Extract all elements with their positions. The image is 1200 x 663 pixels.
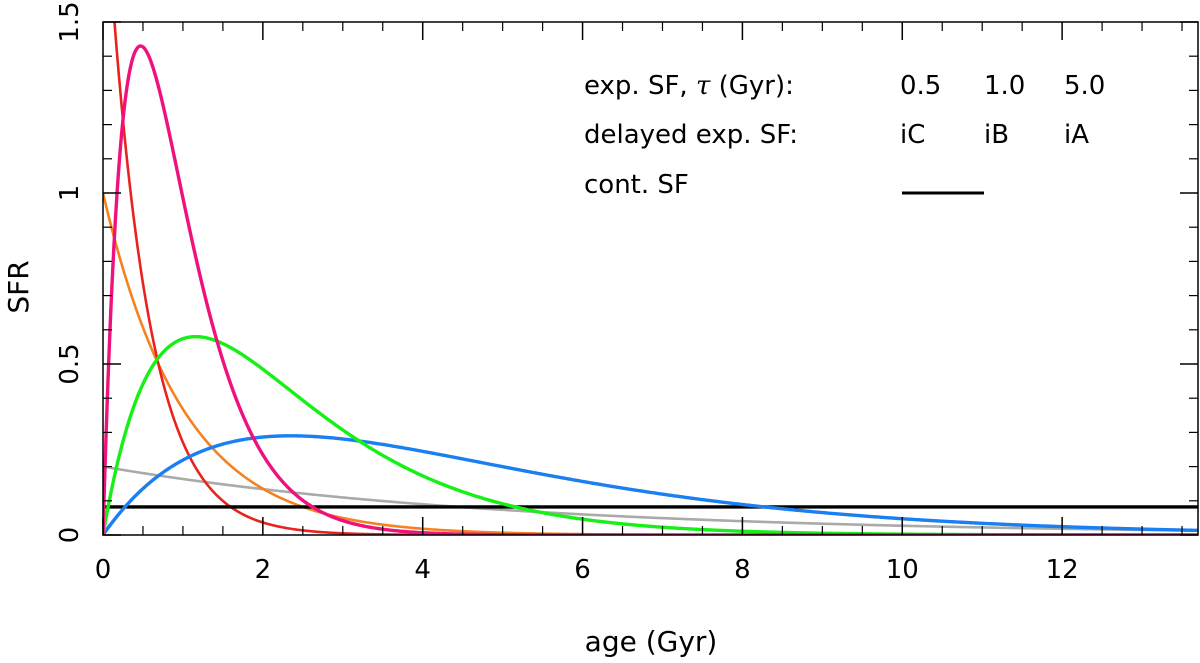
series-line-exp-sf-tau-1-0 [103,192,1198,535]
plot-frame [102,21,1199,536]
legend: exp. SF, τ (Gyr): 0.5 1.0 5.0 delayed ex… [584,71,1105,200]
x-tick-label: 8 [734,555,751,585]
legend-entry-tau-1-0: 1.0 [984,71,1025,101]
y-tick-label: 0 [55,527,85,544]
legend-tau-symbol: τ [696,71,711,101]
legend-exp-suffix: (Gyr): [710,71,794,101]
legend-row-exp-label: exp. SF, τ (Gyr): [584,71,794,101]
tick-labels-group: 0 2 4 6 8 10 12 0 0.5 1 1.5 [55,1,1079,585]
x-tick-label: 10 [886,555,919,585]
legend-row-cont-label: cont. SF [584,170,689,200]
x-tick-label: 2 [255,555,272,585]
legend-entry-ib: iB [984,120,1009,150]
x-tick-label: 6 [574,555,591,585]
ticks-group [102,21,1198,536]
legend-entry-ic: iC [900,120,925,150]
series-line-delayed-exp-sf-ia [103,434,1198,535]
series-line-exp-sf-tau-0-5 [113,22,1198,535]
x-tick-label: 0 [95,555,112,585]
y-tick-label: 1.5 [55,1,85,42]
y-axis-label: SFR [2,260,35,313]
y-tick-label: 1 [55,185,85,202]
x-tick-label: 4 [414,555,431,585]
legend-entry-ia: iA [1064,120,1089,150]
series-line-exp-sf-tau-5-0 [103,465,1198,532]
legend-entry-tau-5-0: 5.0 [1064,71,1105,101]
legend-row-delayed-label: delayed exp. SF: [584,120,798,150]
legend-entry-tau-0-5: 0.5 [900,71,941,101]
legend-exp-prefix: exp. SF, [584,71,696,101]
x-axis-label: age (Gyr) [585,625,718,658]
x-tick-label: 12 [1046,555,1079,585]
y-tick-label: 0.5 [55,343,85,384]
